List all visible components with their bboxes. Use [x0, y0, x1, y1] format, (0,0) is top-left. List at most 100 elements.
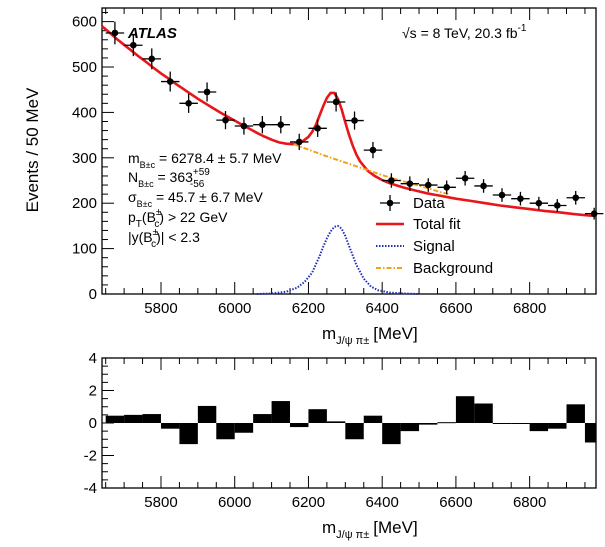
- data-point-marker: [388, 177, 395, 184]
- residual-x-tick-label: 6400: [365, 494, 398, 511]
- residual-bar: [290, 423, 309, 428]
- data-point-marker: [535, 199, 543, 207]
- data-point-marker: [295, 138, 303, 146]
- data-point: [105, 21, 125, 45]
- main-panel: 0 100 200 300 400 500 600 5800 6000 6200 6400 6600…: [23, 7, 604, 347]
- data-point-marker: [332, 98, 340, 106]
- residual-x-tick-label: 5800: [144, 494, 177, 511]
- residual-bar: [179, 423, 198, 445]
- data-point-marker: [553, 202, 561, 209]
- main-y-ticks: 0 100 200 300 400 500 600: [72, 12, 114, 303]
- data-point: [419, 178, 438, 192]
- residual-bar: [160, 423, 180, 429]
- data-point-marker: [424, 181, 432, 189]
- residual-bar: [584, 423, 596, 443]
- main-x-tick-label: 6200: [292, 300, 325, 317]
- main-x-tick-label: 6800: [513, 300, 546, 317]
- residual-bar: [511, 423, 530, 424]
- data-point: [548, 199, 567, 212]
- residual-y-tick-label: 0: [89, 415, 97, 432]
- residual-y-tick-label: -2: [84, 448, 97, 465]
- fit-curves: [101, 25, 597, 295]
- data-point-marker: [222, 116, 229, 124]
- residual-bar: [234, 423, 254, 433]
- main-y-tick-label: 300: [72, 150, 97, 167]
- legend-entry-background: Background: [376, 260, 493, 277]
- data-point: [363, 141, 383, 159]
- legend-data-marker: [386, 199, 394, 207]
- residual-bar: [529, 423, 549, 432]
- main-x-tick-label: 6400: [365, 300, 398, 317]
- annotation-width: σB±c = 45.7 ± 6.7 MeV: [128, 189, 264, 209]
- main-x-ticks: 5800 6000 6200 6400 6600 6800: [105, 8, 586, 317]
- data-point-marker: [443, 184, 450, 191]
- legend-entry-signal: Signal: [376, 238, 455, 255]
- residual-bar: [419, 423, 438, 425]
- residual-bar: [548, 423, 567, 429]
- data-point: [179, 93, 198, 113]
- data-point: [382, 173, 401, 188]
- data-point: [197, 82, 217, 102]
- data-point-marker: [166, 78, 174, 85]
- residual-bar: [363, 415, 383, 423]
- data-points: [105, 21, 604, 220]
- legend-label-background: Background: [413, 260, 493, 277]
- total-fit-curve: [101, 25, 597, 218]
- residual-bar: [142, 414, 161, 423]
- data-point: [308, 119, 327, 137]
- data-point-marker: [498, 191, 506, 199]
- data-point-marker: [369, 146, 377, 154]
- main-x-axis-title: mJ/ψ π± [MeV]: [322, 324, 418, 347]
- main-y-tick-label: 400: [72, 104, 97, 121]
- background-curve: [293, 143, 449, 196]
- annotation-y-cut: |y(B± c)| < 2.3: [128, 227, 200, 250]
- data-point: [584, 207, 604, 220]
- main-x-tick-label: 5800: [144, 300, 177, 317]
- main-plot-frame: [101, 7, 597, 295]
- residual-bar: [474, 403, 493, 423]
- residual-bar: [492, 423, 512, 424]
- residual-bar: [400, 423, 420, 432]
- data-point: [326, 92, 346, 112]
- legend-label-signal: Signal: [413, 238, 455, 255]
- main-y-axis-title: Events / 50 MeV: [23, 87, 42, 212]
- residual-x-axis-title: mJ/ψ π± [MeV]: [322, 518, 418, 541]
- main-y-tick-label: 500: [72, 59, 97, 76]
- data-point: [529, 196, 549, 210]
- residual-bar: [345, 423, 364, 440]
- main-y-tick-label: 0: [89, 286, 97, 303]
- residual-bar: [455, 396, 475, 423]
- residual-bar: [124, 414, 143, 423]
- residual-bar: [197, 405, 217, 423]
- residual-x-tick-label: 6800: [513, 494, 546, 511]
- data-point: [492, 188, 512, 202]
- data-point-marker: [572, 194, 580, 202]
- main-x-tick-label: 6000: [218, 300, 251, 317]
- residual-y-tick-label: 2: [89, 383, 97, 400]
- data-point: [566, 190, 585, 205]
- data-point: [474, 179, 493, 193]
- data-point-marker: [351, 117, 358, 124]
- data-point-marker: [517, 195, 524, 202]
- residual-bar: [253, 414, 272, 423]
- fit-annotations: mB±c = 6278.4 ± 5.7 MeV NB±c = 363+59 -56…: [128, 150, 282, 250]
- data-point-marker: [111, 29, 119, 37]
- signal-curve: [256, 224, 420, 295]
- data-point-marker: [148, 55, 156, 63]
- data-point: [234, 117, 254, 135]
- main-x-tick-label: 6600: [439, 300, 472, 317]
- residual-x-ticks: 5800 6000 6200 6400 6600 6800: [105, 358, 586, 511]
- data-point-marker: [203, 88, 211, 96]
- residual-bars: [105, 396, 596, 445]
- data-point: [142, 48, 161, 70]
- data-point: [511, 191, 530, 206]
- data-point-marker: [480, 182, 487, 190]
- data-point: [455, 170, 475, 186]
- residual-bar: [437, 422, 456, 424]
- residual-bar: [326, 421, 346, 423]
- experiment-label: ATLAS: [127, 25, 177, 42]
- legend-entry-total-fit: Total fit: [376, 216, 461, 233]
- legend-label-data: Data: [413, 195, 445, 212]
- annotation-yield: NB±c = 363+59 -56: [128, 167, 210, 190]
